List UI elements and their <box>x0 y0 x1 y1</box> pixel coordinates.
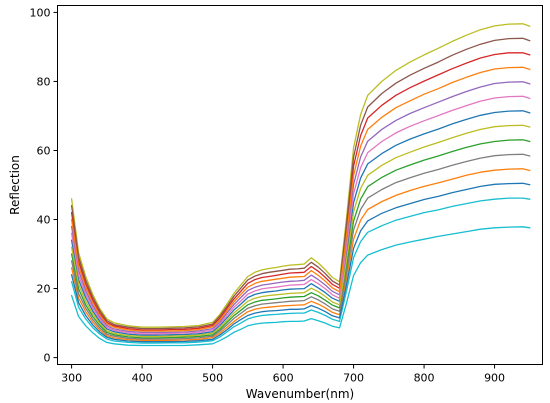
spectrum-line-8 <box>70 37 531 330</box>
y-tick-label: 80 <box>37 75 51 88</box>
series-lines <box>70 23 531 347</box>
spectrum-line-9 <box>70 95 531 335</box>
y-tick-label: 40 <box>37 214 51 227</box>
spectrum-line-7 <box>70 197 531 344</box>
x-tick-label: 900 <box>484 372 505 385</box>
x-tick-label: 400 <box>132 372 153 385</box>
x-tick-label: 300 <box>61 372 82 385</box>
spectrum-line-2 <box>70 52 531 331</box>
x-axis: 300 400 500 600 700 800 900 <box>61 364 505 385</box>
y-tick-label: 60 <box>37 144 51 157</box>
x-axis-title: Wavenumber(nm) <box>246 387 354 401</box>
spectrum-line-11 <box>70 124 531 338</box>
plot-frame <box>57 5 543 365</box>
y-axis: 0 20 40 60 80 100 <box>30 6 58 365</box>
spectrum-line-10 <box>70 153 531 340</box>
y-tick-label: 20 <box>37 283 51 296</box>
x-tick-label: 700 <box>343 372 364 385</box>
spectrum-line-6 <box>70 168 531 341</box>
y-tick-label: 0 <box>44 352 51 365</box>
y-axis-title: Reflection <box>8 155 22 215</box>
x-tick-label: 500 <box>202 372 223 385</box>
spectrum-line-14 <box>70 226 531 347</box>
spectrum-line-13 <box>70 182 531 343</box>
spectrum-line-4 <box>70 110 531 336</box>
spectrum-line-5 <box>70 139 531 339</box>
y-tick-label: 100 <box>30 6 51 19</box>
spectrum-line-12 <box>70 66 531 332</box>
x-tick-label: 800 <box>414 372 435 385</box>
spectrum-line-3 <box>70 81 531 334</box>
x-tick-label: 600 <box>273 372 294 385</box>
spectrum-line-1 <box>70 23 531 328</box>
